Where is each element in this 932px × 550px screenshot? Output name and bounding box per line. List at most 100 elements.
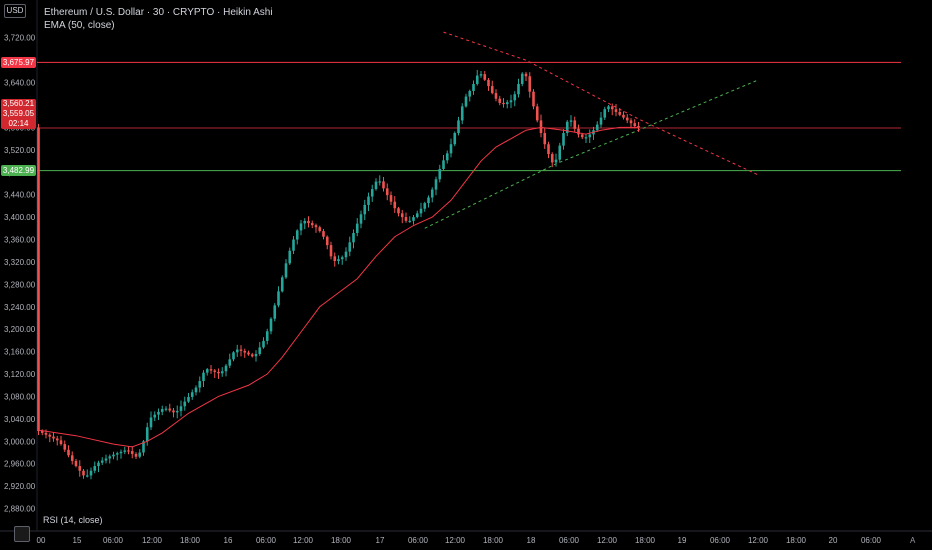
candle-body bbox=[247, 352, 250, 355]
candle-body bbox=[37, 127, 40, 432]
candle-body bbox=[479, 74, 483, 76]
candle-body bbox=[168, 408, 172, 411]
candle-body bbox=[498, 98, 502, 103]
candle-body bbox=[393, 201, 397, 209]
candle-body bbox=[453, 133, 457, 145]
candle-body bbox=[337, 259, 340, 262]
candle-body bbox=[130, 451, 134, 454]
resistance-price-badge: 3,675.97 bbox=[1, 56, 36, 68]
candle-body bbox=[277, 291, 280, 306]
x-tick-label: 06:00 bbox=[103, 536, 124, 545]
candle-body bbox=[378, 181, 382, 183]
y-tick-label: 3,160.00 bbox=[4, 348, 36, 357]
y-tick-label: 3,040.00 bbox=[4, 415, 36, 424]
candle-body bbox=[483, 74, 487, 80]
y-tick-label: 3,360.00 bbox=[4, 236, 36, 245]
candle-body bbox=[318, 227, 322, 232]
x-tick-label: 06:00 bbox=[861, 536, 882, 545]
candle-body bbox=[569, 120, 573, 122]
candle-body bbox=[235, 349, 239, 353]
candle-body bbox=[134, 453, 138, 457]
y-tick-label: 3,240.00 bbox=[4, 303, 36, 312]
candle-body bbox=[164, 408, 168, 410]
y-tick-label: 2,920.00 bbox=[4, 482, 36, 491]
candle-body bbox=[59, 440, 63, 445]
candle-body bbox=[502, 102, 505, 105]
candle-body bbox=[179, 406, 183, 411]
candle-body bbox=[565, 121, 569, 134]
candle-body bbox=[115, 453, 119, 455]
x-tick-label: 17 bbox=[376, 536, 385, 545]
candle-body bbox=[123, 450, 127, 452]
candle-body bbox=[295, 230, 299, 240]
candle-body bbox=[367, 196, 370, 205]
candle-body bbox=[577, 128, 580, 135]
candle-body bbox=[329, 245, 333, 257]
candle-body bbox=[138, 452, 142, 457]
candle-body bbox=[333, 256, 337, 262]
candle-body bbox=[434, 179, 438, 190]
candle-body bbox=[618, 112, 622, 115]
candle-body bbox=[532, 91, 535, 107]
candle-body bbox=[40, 431, 44, 433]
candle-body bbox=[558, 145, 562, 160]
candle-body bbox=[213, 370, 217, 372]
x-tick-label: 18 bbox=[527, 536, 536, 545]
candle-body bbox=[85, 475, 89, 477]
candle-body bbox=[70, 455, 74, 461]
candle-body bbox=[404, 217, 408, 221]
candle-body bbox=[307, 220, 310, 224]
candle-body bbox=[457, 120, 460, 134]
candle-body bbox=[93, 466, 97, 471]
candle-body bbox=[389, 195, 393, 202]
candle-body bbox=[104, 458, 108, 461]
candle-body bbox=[250, 354, 254, 357]
candle-body bbox=[258, 347, 262, 354]
candle-body bbox=[355, 223, 359, 233]
candle-body bbox=[513, 94, 517, 101]
y-tick-label: 3,280.00 bbox=[4, 280, 36, 289]
candle-body bbox=[637, 126, 640, 128]
y-tick-label: 3,440.00 bbox=[4, 191, 36, 200]
candle-body bbox=[400, 213, 404, 218]
x-tick-label: 12:00 bbox=[293, 536, 314, 545]
ema-legend: EMA (50, close) bbox=[44, 20, 115, 31]
candle-body bbox=[370, 189, 374, 197]
candle-body bbox=[48, 434, 52, 437]
candle-body bbox=[220, 371, 224, 374]
chart-legend: Ethereum / U.S. Dollar · 30 · CRYPTO · H… bbox=[44, 6, 273, 32]
x-tick-label: 00 bbox=[37, 536, 46, 545]
candle-body bbox=[344, 251, 348, 258]
auto-scale-button[interactable]: A bbox=[910, 536, 916, 545]
x-tick-label: 18:00 bbox=[635, 536, 656, 545]
candle-body bbox=[352, 232, 355, 243]
candle-body bbox=[145, 427, 149, 442]
candle-body bbox=[539, 120, 543, 134]
candle-body bbox=[55, 438, 59, 441]
candle-body bbox=[554, 159, 558, 163]
x-tick-label: 12:00 bbox=[748, 536, 769, 545]
candle-body bbox=[487, 79, 490, 87]
y-tick-label: 3,080.00 bbox=[4, 392, 36, 401]
x-tick-label: 16 bbox=[224, 536, 233, 545]
candle-body bbox=[100, 460, 104, 463]
x-tick-label: 18:00 bbox=[483, 536, 504, 545]
candle-body bbox=[310, 223, 314, 226]
candle-body bbox=[595, 124, 599, 131]
candle-body bbox=[228, 359, 232, 366]
currency-button[interactable]: USD bbox=[4, 4, 26, 18]
rsi-legend: RSI (14, close) bbox=[43, 515, 103, 525]
candle-body bbox=[412, 217, 415, 221]
candle-body bbox=[449, 144, 453, 154]
candle-body bbox=[153, 414, 157, 418]
candle-body bbox=[284, 263, 288, 278]
candle-body bbox=[397, 208, 400, 214]
y-tick-label: 3,720.00 bbox=[4, 34, 36, 43]
x-tick-label: 18:00 bbox=[331, 536, 352, 545]
candle-body bbox=[528, 76, 532, 92]
candle-body bbox=[468, 90, 472, 97]
gear-icon[interactable] bbox=[14, 526, 30, 542]
y-tick-label: 3,520.00 bbox=[4, 146, 36, 155]
